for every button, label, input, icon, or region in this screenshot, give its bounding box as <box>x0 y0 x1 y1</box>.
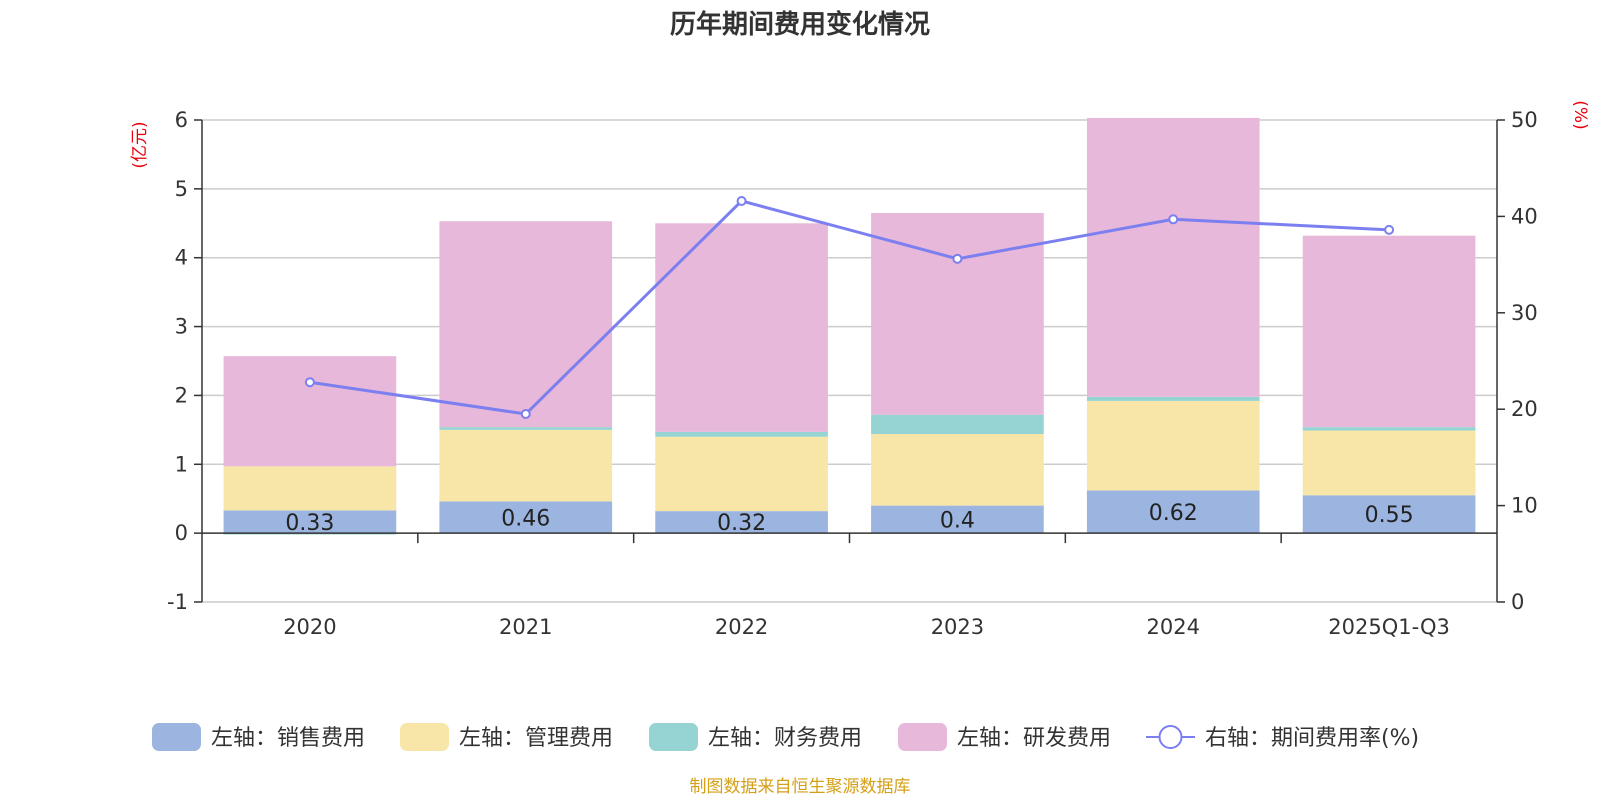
bar-segment <box>1086 490 1260 534</box>
right-axis-tick-label: 20 <box>1511 397 1538 421</box>
category-label: 2024 <box>1147 615 1200 639</box>
bar-segment <box>223 466 397 511</box>
expense-rate-point <box>1384 224 1395 235</box>
expense-rate-point <box>1168 214 1179 225</box>
legend-swatch <box>152 723 201 751</box>
category-label: 2022 <box>715 615 768 639</box>
sales-expense-value-label: 0.32 <box>717 511 766 536</box>
left-axis-tick-label: 2 <box>175 383 188 407</box>
legend-label: 左轴：财务费用 <box>708 726 862 751</box>
bar-segment <box>655 223 828 432</box>
left-axis-tick-label: 3 <box>175 315 188 339</box>
bar-value-labels: 0.33 0.46 0.32 0.4 0.62 0.55 <box>285 501 1413 536</box>
legend: 左轴：销售费用 左轴：管理费用 左轴：财务费用 左轴：研发费用 右轴：期间费用率(%) <box>152 723 1419 751</box>
legend-marker <box>1158 725 1183 749</box>
bar-segment <box>439 429 613 502</box>
left-axis-tick-label: 1 <box>175 452 188 476</box>
bar-segment <box>439 221 613 428</box>
category-label: 2020 <box>283 615 336 639</box>
bar-segment <box>871 414 1044 434</box>
legend-label: 右轴：期间费用率(%) <box>1205 726 1419 751</box>
data-source-note: 制图数据来自恒生聚源数据库 <box>690 777 911 797</box>
legend-label: 左轴：研发费用 <box>957 726 1111 751</box>
right-axis-tick-label: 40 <box>1511 204 1538 228</box>
expense-rate-polyline <box>309 199 1390 416</box>
bar-segment <box>223 510 397 534</box>
left-axis-tick-label: 5 <box>175 177 188 201</box>
expense-rate-point <box>304 377 315 388</box>
bar-segment <box>1086 117 1260 397</box>
expense-rate-point <box>520 409 531 420</box>
right-axis-tick-label: 10 <box>1511 494 1538 518</box>
bar-series <box>223 117 1476 535</box>
right-axis-tick-label: 30 <box>1511 301 1538 325</box>
sales-expense-value-label: 0.62 <box>1149 501 1198 526</box>
bar-segment <box>871 505 1044 534</box>
right-axis-tick-label: 50 <box>1511 108 1538 132</box>
left-axis-tick-label: 6 <box>175 108 188 132</box>
bar-segment <box>871 433 1044 506</box>
bar-segment <box>871 212 1044 415</box>
right-axis-tick-label: 0 <box>1511 590 1524 614</box>
bar-segment <box>1086 396 1260 401</box>
axes: -1 0 1 2 3 4 5 6 0 10 20 30 40 50 2020 2021 2022 2023 2024… <box>167 108 1538 639</box>
bar-segment <box>655 511 828 534</box>
sales-expense-value-label: 0.33 <box>285 511 334 536</box>
legend-label: 左轴：销售费用 <box>211 726 365 751</box>
legend-swatch <box>400 723 449 751</box>
legend-swatch <box>898 723 947 751</box>
right-axis-unit: (%) <box>1570 100 1590 129</box>
bar-segment <box>1302 495 1476 534</box>
expense-rate-point <box>736 195 747 206</box>
bar-segment <box>1302 427 1476 431</box>
left-axis-tick-label: 0 <box>175 521 188 545</box>
gridlines <box>202 119 1497 603</box>
bar-segment <box>655 436 828 512</box>
bar-segment <box>223 356 397 467</box>
category-label: 2021 <box>499 615 552 639</box>
bar-segment <box>655 431 828 437</box>
category-label: 2023 <box>931 615 984 639</box>
sales-expense-value-label: 0.55 <box>1365 503 1414 528</box>
sales-expense-value-label: 0.4 <box>940 508 975 533</box>
expense-rate-point <box>952 253 963 264</box>
bar-segment <box>439 501 613 534</box>
left-axis-tick-label: 4 <box>175 246 188 270</box>
expense-rate-line <box>304 195 1395 420</box>
legend-swatch <box>649 723 698 751</box>
bar-segment <box>1302 235 1476 428</box>
left-axis-tick-label: -1 <box>167 590 188 614</box>
bar-segment <box>439 427 613 430</box>
sales-expense-value-label: 0.46 <box>501 506 550 531</box>
bar-segment <box>1086 400 1260 491</box>
legend-label: 左轴：管理费用 <box>459 726 613 751</box>
chart-title: 历年期间费用变化情况 <box>670 9 930 40</box>
left-axis-unit: (亿元) <box>130 121 150 168</box>
category-label: 2025Q1-Q3 <box>1328 615 1450 639</box>
bar-segment <box>1302 430 1476 496</box>
